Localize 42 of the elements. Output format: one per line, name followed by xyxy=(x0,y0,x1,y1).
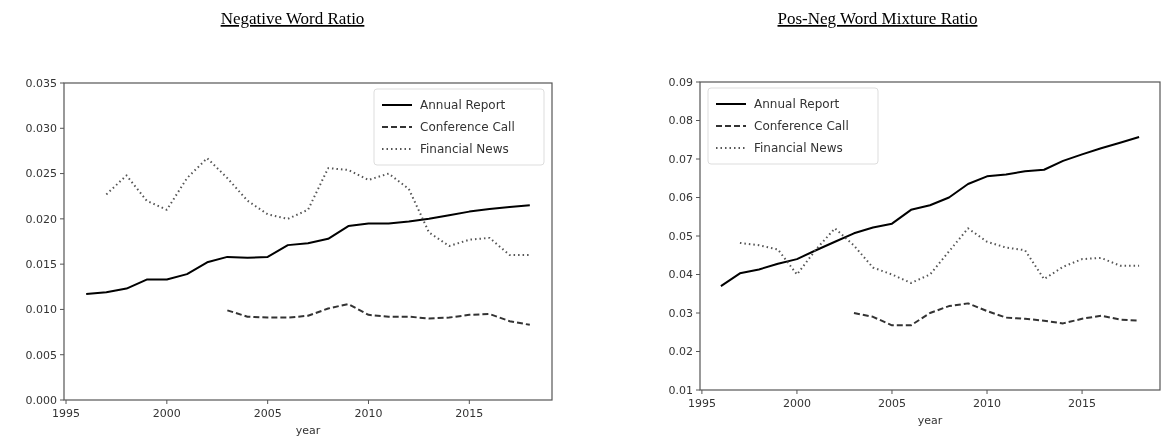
y-tick-label: 0.01 xyxy=(668,383,693,397)
x-tick-label: 1995 xyxy=(687,397,716,410)
x-tick-label: 1995 xyxy=(52,407,81,420)
y-tick-label: 0.035 xyxy=(25,76,57,90)
line-series xyxy=(105,157,531,257)
y-tick-label: 0.000 xyxy=(25,393,57,407)
legend-label: Financial News xyxy=(754,141,843,156)
y-tick-label: 0.02 xyxy=(668,345,693,359)
x-tick-label: 2005 xyxy=(253,407,282,420)
y-tick-label: 0.06 xyxy=(668,191,693,205)
y-tick-label: 0.010 xyxy=(25,303,57,317)
line-series xyxy=(85,204,531,296)
x-tick-label: 2005 xyxy=(877,397,906,410)
x-axis-title: year xyxy=(295,424,321,437)
y-tick-label: 0.08 xyxy=(668,114,693,128)
x-axis-title: year xyxy=(917,414,943,427)
line-series xyxy=(719,136,1141,288)
legend-label: Conference Call xyxy=(754,119,849,134)
line-series xyxy=(226,302,531,326)
x-tick-label: 2010 xyxy=(973,397,1002,410)
y-tick-label: 0.05 xyxy=(668,229,693,243)
line-series xyxy=(738,227,1141,284)
y-tick-label: 0.025 xyxy=(25,167,57,181)
x-tick-label: 2015 xyxy=(1068,397,1097,410)
y-tick-label: 0.005 xyxy=(25,348,57,362)
y-tick-label: 0.020 xyxy=(25,212,57,226)
x-tick-label: 2000 xyxy=(782,397,811,410)
y-tick-label: 0.04 xyxy=(668,268,693,282)
x-tick-label: 2015 xyxy=(455,407,484,420)
chart-title: Pos-Neg Word Mixture Ratio xyxy=(777,9,978,28)
y-tick-label: 0.09 xyxy=(668,75,693,89)
y-tick-label: 0.030 xyxy=(25,122,57,136)
y-tick-label: 0.015 xyxy=(25,257,57,271)
legend-label: Conference Call xyxy=(420,120,515,135)
x-tick-label: 2000 xyxy=(152,407,181,420)
x-tick-label: 2010 xyxy=(354,407,383,420)
y-tick-label: 0.07 xyxy=(668,152,693,166)
legend-label: Annual Report xyxy=(420,98,506,113)
legend-label: Financial News xyxy=(420,142,509,157)
chart-title: Negative Word Ratio xyxy=(220,9,365,28)
y-tick-label: 0.03 xyxy=(668,306,693,320)
legend-label: Annual Report xyxy=(754,97,840,112)
